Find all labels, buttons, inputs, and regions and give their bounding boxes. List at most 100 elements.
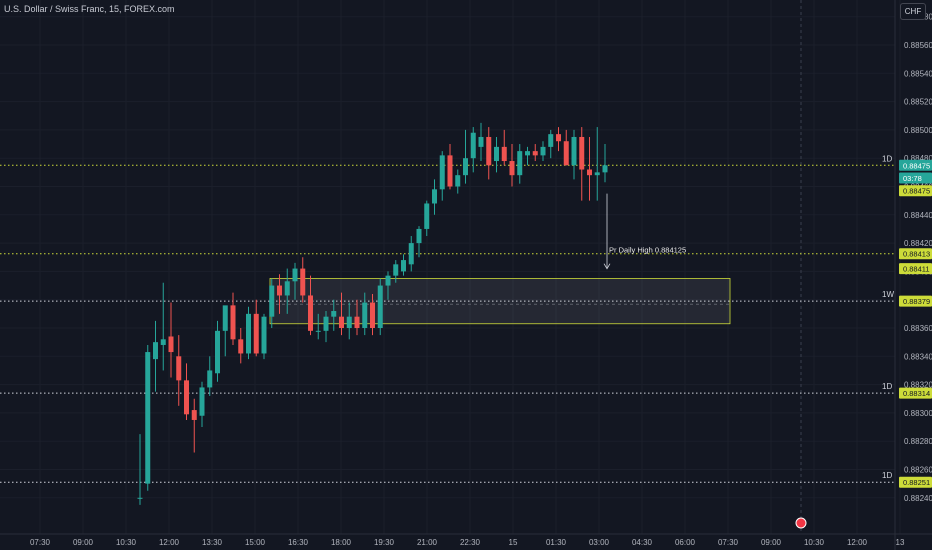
level-label: 1W bbox=[882, 290, 894, 299]
x-tick-label: 01:30 bbox=[546, 538, 567, 547]
candle-body bbox=[292, 268, 298, 282]
candle-body bbox=[300, 268, 306, 296]
candle-body bbox=[470, 132, 476, 159]
x-tick-label: 06:00 bbox=[675, 538, 696, 547]
price-label-box bbox=[899, 159, 932, 171]
candle-body bbox=[269, 285, 275, 317]
x-tick-label: 18:00 bbox=[331, 538, 352, 547]
x-tick-label: 22:30 bbox=[460, 538, 481, 547]
y-tick-label: 0.88280 bbox=[904, 437, 932, 446]
candle-body bbox=[563, 141, 569, 166]
candle-body bbox=[339, 316, 344, 328]
y-tick-label: 0.88260 bbox=[904, 466, 932, 475]
candle-body bbox=[246, 313, 251, 354]
candle-body bbox=[238, 339, 244, 354]
candle-body bbox=[308, 295, 313, 331]
candle-body bbox=[556, 134, 561, 142]
price-label: 0.88314 bbox=[903, 389, 930, 398]
candle-body bbox=[432, 189, 437, 204]
candle-body bbox=[447, 155, 453, 187]
candle-body bbox=[478, 136, 484, 147]
candle-body bbox=[548, 134, 554, 147]
candle-body bbox=[455, 175, 461, 187]
candle-body bbox=[346, 316, 352, 328]
candle-body bbox=[486, 136, 492, 166]
currency-button[interactable]: CHF bbox=[900, 3, 926, 20]
y-tick-label: 0.88300 bbox=[904, 409, 932, 418]
annotation-text: Pr Daily High 0.884125 bbox=[609, 246, 686, 255]
level-label: 1D bbox=[882, 154, 892, 163]
x-tick-label: 12:00 bbox=[847, 538, 868, 547]
x-tick-label: 13 bbox=[896, 538, 905, 547]
x-tick-label: 13:30 bbox=[202, 538, 223, 547]
candle-body bbox=[176, 356, 182, 381]
candle-body bbox=[191, 410, 197, 420]
y-tick-label: 0.88360 bbox=[904, 324, 932, 333]
candle-body bbox=[377, 285, 383, 328]
x-tick-label: 15 bbox=[509, 538, 518, 547]
x-tick-label: 04:30 bbox=[632, 538, 653, 547]
candle-body bbox=[501, 146, 507, 162]
level-label: 1D bbox=[882, 471, 892, 480]
x-tick-label: 07:30 bbox=[718, 538, 739, 547]
event-icon bbox=[795, 517, 807, 529]
candle-body bbox=[222, 305, 228, 331]
candle-body bbox=[362, 302, 368, 328]
candle-body bbox=[137, 497, 143, 499]
candle-body bbox=[323, 316, 329, 331]
candle-body bbox=[602, 165, 608, 173]
y-tick-label: 0.88500 bbox=[904, 126, 932, 135]
candle-body bbox=[494, 146, 499, 162]
candle-body bbox=[463, 158, 468, 176]
price-label-box bbox=[899, 248, 932, 260]
price-label-box bbox=[899, 387, 932, 399]
price-label-box bbox=[899, 295, 932, 307]
price-label-box bbox=[899, 263, 932, 275]
price-label-box bbox=[899, 476, 932, 488]
x-tick-label: 07:30 bbox=[30, 538, 51, 547]
candle-body bbox=[517, 151, 523, 176]
y-tick-label: 0.88420 bbox=[904, 239, 932, 248]
candle-body bbox=[587, 169, 592, 176]
x-tick-label: 10:30 bbox=[804, 538, 825, 547]
x-tick-label: 03:00 bbox=[589, 538, 610, 547]
y-tick-label: 0.88480 bbox=[904, 154, 932, 163]
y-tick-label: 0.88520 bbox=[904, 98, 932, 107]
candle-body bbox=[199, 387, 205, 416]
chart-title: U.S. Dollar / Swiss Franc, 15, FOREX.com bbox=[4, 4, 175, 14]
candle-body bbox=[160, 339, 166, 345]
price-label-box bbox=[899, 185, 932, 197]
candle-body bbox=[168, 336, 174, 353]
x-tick-label: 09:00 bbox=[73, 538, 94, 547]
y-tick-label: 0.88320 bbox=[904, 381, 932, 390]
candle-body bbox=[393, 264, 399, 276]
x-tick-label: 19:30 bbox=[374, 538, 395, 547]
candle-body bbox=[540, 146, 546, 156]
x-tick-label: 15:00 bbox=[245, 538, 266, 547]
candle-body bbox=[594, 172, 600, 176]
candle-body bbox=[401, 260, 406, 272]
y-tick-label: 0.88560 bbox=[904, 41, 932, 50]
price-label: 0.88475 bbox=[903, 161, 930, 170]
candle-body bbox=[145, 352, 151, 484]
x-tick-label: 10:30 bbox=[116, 538, 137, 547]
candle-body bbox=[261, 316, 267, 354]
price-label: 0.88475 bbox=[903, 187, 930, 196]
candle-body bbox=[354, 316, 360, 328]
price-label: 0.88251 bbox=[903, 478, 930, 487]
candle-body bbox=[509, 161, 515, 176]
candle-body bbox=[424, 203, 430, 229]
candle-body bbox=[253, 313, 259, 354]
candle-body bbox=[184, 380, 189, 415]
price-label: 0.88411 bbox=[903, 265, 930, 274]
candle-body bbox=[277, 285, 282, 296]
y-tick-label: 0.88240 bbox=[904, 494, 932, 503]
candle-body bbox=[230, 305, 236, 340]
y-tick-label: 0.88340 bbox=[904, 352, 932, 361]
candle-body bbox=[284, 281, 290, 296]
candle-body bbox=[416, 228, 422, 244]
candle-body bbox=[385, 275, 391, 286]
price-label: 0.88379 bbox=[903, 297, 930, 306]
candle-body bbox=[207, 370, 213, 388]
